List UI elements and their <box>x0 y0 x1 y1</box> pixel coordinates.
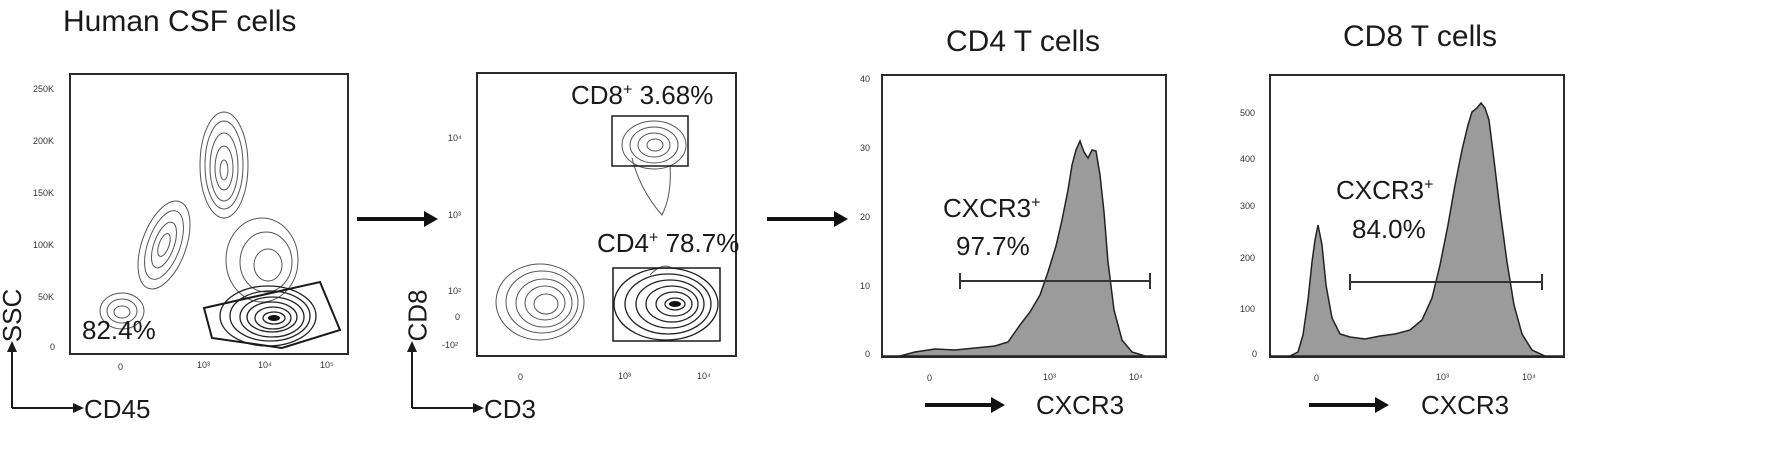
panel-3-x-axis-label: CXCR3 <box>1036 390 1125 420</box>
panel-2-gate-cd4-sup: + <box>649 229 659 247</box>
panel-3-y-tick: 40 <box>860 74 871 84</box>
panel-2-y-tick: 0 <box>455 312 461 322</box>
panel-3-plot-frame <box>881 74 1167 358</box>
panel-4-gate-sup: + <box>1424 176 1434 194</box>
panel-2-gate-cd8-value: 3.68% <box>639 80 714 110</box>
panel-3-title: CD4 T cells <box>946 25 1100 58</box>
panel-2-gate-cd8-sup: + <box>623 81 633 99</box>
panel-3-x-tick: 0 <box>927 373 933 383</box>
panel-1-x-tick: 0 <box>118 362 124 372</box>
panel-1-y-tick: 250K <box>33 84 55 94</box>
panel-2-x-tick: 10³ <box>618 371 632 381</box>
panel-1-gate-label: 82.4% <box>82 315 156 345</box>
panel-3-x-tick: 10³ <box>1043 372 1057 382</box>
panel-2-gate-cd4-value: 78.7% <box>665 228 740 258</box>
panel-1-x-tick: 10⁴ <box>258 360 272 370</box>
panel-4-y-tick: 0 <box>1252 349 1258 359</box>
panel-3-y-tick: 20 <box>860 212 871 222</box>
panel-4-y-tick: 200 <box>1240 253 1256 263</box>
panel-4-y-tick: 300 <box>1240 201 1256 211</box>
panel-4-x-tick: 0 <box>1314 373 1320 383</box>
panel-1-y-tick: 100K <box>33 240 55 250</box>
panel-2-y-tick: 10⁴ <box>448 133 462 143</box>
panel-3-gate-value: 97.7% <box>956 231 1030 261</box>
panel-4-gate-value: 84.0% <box>1352 214 1426 244</box>
panel-3-gate-label: CXCR3+ <box>943 193 1040 224</box>
panel-3-y-tick: 30 <box>860 143 871 153</box>
panel-1-y-tick: 50K <box>38 292 55 302</box>
panel-2-y-tick: 10² <box>448 286 462 296</box>
panel-4-x-axis-label: CXCR3 <box>1421 390 1510 420</box>
panel-1-title: Human CSF cells <box>63 5 297 38</box>
panel-2-y-tick: -10² <box>442 340 459 350</box>
panel-2-x-tick: 0 <box>518 372 524 382</box>
panel-1-x-axis-label: CD45 <box>84 394 151 424</box>
panel-2-y-tick: 10³ <box>448 210 462 220</box>
panel-3-gate-name: CXCR3 <box>943 193 1032 223</box>
panel-4-x-tick: 10⁴ <box>1522 372 1536 382</box>
panel-1-x-tick: 10³ <box>197 360 211 370</box>
panel-4-gate-name: CXCR3 <box>1336 175 1425 205</box>
panel-4-y-tick: 400 <box>1240 154 1256 164</box>
panel-3-y-tick: 0 <box>865 349 871 359</box>
panel-3-y-tick: 10 <box>860 281 871 291</box>
panel-4-gate-label: CXCR3+ <box>1336 175 1433 206</box>
panel-2-gate-cd4: CD4+ 78.7% <box>597 228 739 259</box>
panel-2-gate-cd8-name: CD8 <box>571 80 624 110</box>
panel-4-y-tick: 500 <box>1240 108 1256 118</box>
panel-4-x-tick: 10³ <box>1436 372 1450 382</box>
panel-2-x-axis-label: CD3 <box>484 394 537 424</box>
panel-1-y-tick: 150K <box>33 188 55 198</box>
panel-2-plot-frame <box>476 72 737 357</box>
panel-4-y-tick: 100 <box>1240 304 1256 314</box>
panel-1-x-tick: 10⁵ <box>320 360 334 370</box>
panel-1-y-tick: 200K <box>33 136 55 146</box>
panel-4-title: CD8 T cells <box>1343 20 1497 53</box>
panel-2-x-tick: 10⁴ <box>697 371 711 381</box>
panel-3-x-tick: 10⁴ <box>1129 372 1143 382</box>
panel-3-gate-sup: + <box>1031 194 1041 212</box>
panel-2-gate-cd4-name: CD4 <box>597 228 650 258</box>
panel-2-gate-cd8: CD8+ 3.68% <box>571 80 713 111</box>
panel-1-y-tick: 0 <box>50 342 56 352</box>
